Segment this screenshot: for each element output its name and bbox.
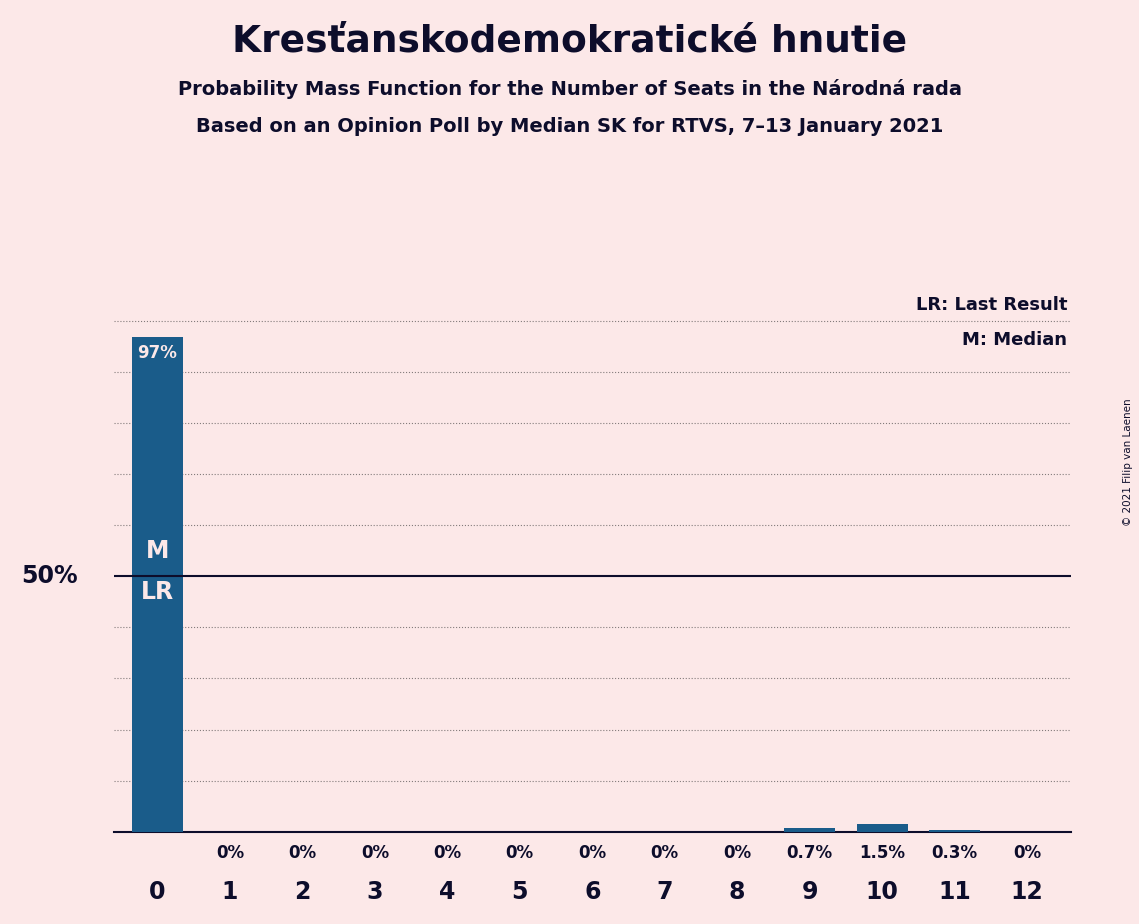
Text: M: Median: M: Median (962, 332, 1067, 349)
Text: LR: Last Result: LR: Last Result (916, 296, 1067, 313)
Bar (132, 336, 182, 832)
Text: M: M (146, 539, 169, 563)
Text: 50%: 50% (21, 565, 77, 589)
Text: 97%: 97% (138, 344, 178, 362)
Text: 0%: 0% (506, 845, 534, 862)
Text: 0%: 0% (288, 845, 317, 862)
Text: 0%: 0% (215, 845, 244, 862)
Text: Based on an Opinion Poll by Median SK for RTVS, 7–13 January 2021: Based on an Opinion Poll by Median SK fo… (196, 117, 943, 137)
Text: 0%: 0% (650, 845, 679, 862)
Text: Probability Mass Function for the Number of Seats in the Národná rada: Probability Mass Function for the Number… (178, 79, 961, 99)
Bar (857, 824, 908, 832)
Text: 0%: 0% (361, 845, 388, 862)
Text: © 2021 Filip van Laenen: © 2021 Filip van Laenen (1123, 398, 1133, 526)
Text: 0%: 0% (579, 845, 606, 862)
Text: 1.5%: 1.5% (859, 845, 906, 862)
Text: 0%: 0% (433, 845, 461, 862)
Text: 0.7%: 0.7% (787, 845, 833, 862)
Text: 0%: 0% (1013, 845, 1041, 862)
Text: LR: LR (141, 579, 174, 603)
Bar (785, 828, 835, 832)
Text: 0.3%: 0.3% (932, 845, 977, 862)
Text: 0%: 0% (723, 845, 752, 862)
Text: Kresťanskodemokratické hnutie: Kresťanskodemokratické hnutie (232, 23, 907, 59)
Bar (929, 830, 980, 832)
